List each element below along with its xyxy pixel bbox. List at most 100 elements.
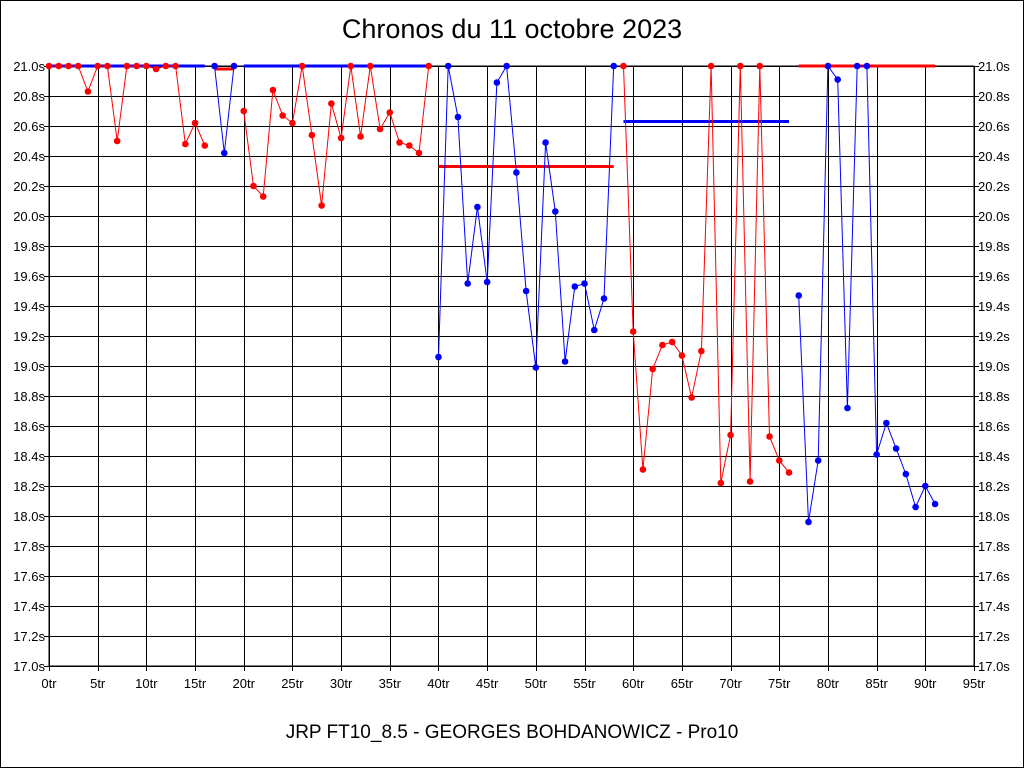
data-point	[688, 394, 695, 401]
series	[45, 62, 939, 526]
data-point	[182, 140, 189, 148]
data-point	[493, 79, 501, 86]
y-tick-label-left: 20.4s	[13, 149, 45, 164]
data-point	[337, 134, 345, 142]
y-tick-label-left: 17.4s	[13, 599, 45, 614]
data-point	[775, 457, 783, 464]
data-point	[259, 193, 267, 200]
y-tick-label-left: 19.8s	[13, 239, 45, 254]
data-point	[269, 86, 277, 94]
data-point	[483, 278, 491, 286]
y-tick-label-right: 17.6s	[978, 569, 1010, 584]
y-tick-label-left: 20.8s	[13, 89, 45, 104]
data-point	[240, 107, 248, 115]
y-tick-label-right: 19.0s	[978, 359, 1010, 374]
y-tick-label-right: 18.6s	[978, 419, 1010, 434]
data-point	[104, 62, 111, 70]
data-point	[639, 466, 647, 473]
data-point	[659, 341, 666, 349]
y-tick-label-left: 17.2s	[13, 629, 45, 644]
data-point	[464, 280, 471, 287]
data-point	[367, 62, 374, 70]
data-point	[201, 142, 209, 149]
data-point	[454, 113, 462, 121]
data-point	[902, 470, 910, 478]
data-point	[737, 62, 744, 70]
data-point	[191, 119, 199, 127]
data-point	[892, 445, 900, 452]
y-tick-label-left: 17.8s	[13, 539, 45, 554]
x-tick-label: 90tr	[914, 676, 937, 691]
data-point	[357, 133, 364, 140]
y-tick-label-right: 17.8s	[978, 539, 1010, 554]
y-tick-label-left: 17.6s	[13, 569, 45, 584]
data-point	[668, 338, 676, 346]
y-tick-labels: 17.0s 17.0s 17.2s 17.2s 17.4s 17.4s 17.6s 17.6s…	[13, 59, 1010, 674]
data-point	[571, 283, 579, 290]
x-tick-label: 75tr	[768, 676, 791, 691]
y-tick-label-left: 20.2s	[13, 179, 45, 194]
x-tick-label: 70tr	[719, 676, 742, 691]
x-tick-label: 10tr	[135, 676, 158, 691]
y-tick-label-right: 19.4s	[978, 299, 1010, 314]
data-point	[678, 352, 686, 359]
data-point	[561, 358, 569, 365]
data-point	[279, 112, 286, 119]
data-point	[727, 431, 734, 439]
grid	[44, 65, 979, 671]
data-point	[172, 62, 179, 70]
x-tick-label: 95tr	[963, 676, 986, 691]
data-point	[474, 203, 481, 211]
series-line-segment	[214, 65, 235, 154]
y-tick-label-right: 17.4s	[978, 599, 1010, 614]
data-point	[814, 457, 822, 464]
x-tick-label: 30tr	[330, 676, 353, 691]
data-point	[143, 62, 150, 70]
data-point	[405, 142, 413, 149]
data-point	[513, 169, 520, 176]
data-point	[94, 62, 101, 70]
x-tick-label: 40tr	[427, 676, 450, 691]
data-point	[863, 62, 871, 70]
data-point	[123, 62, 131, 70]
y-tick-label-right: 19.2s	[978, 329, 1010, 344]
data-point	[610, 62, 618, 70]
data-point	[230, 62, 238, 70]
data-point	[746, 478, 754, 485]
x-tick-label: 35tr	[379, 676, 402, 691]
x-tick-label: 50tr	[525, 676, 548, 691]
data-point	[328, 100, 335, 107]
data-point	[620, 62, 627, 70]
data-point	[649, 365, 656, 373]
data-point	[347, 62, 355, 70]
data-point	[698, 347, 705, 355]
y-tick-label-right: 18.2s	[978, 479, 1010, 494]
x-tick-label: 65tr	[671, 676, 694, 691]
data-point	[152, 65, 160, 73]
y-tick-label-right: 18.0s	[978, 509, 1010, 524]
data-point	[396, 139, 403, 146]
data-point	[386, 109, 394, 116]
y-tick-label-left: 21.0s	[13, 59, 45, 74]
data-point	[289, 119, 296, 127]
x-tick-label: 0tr	[41, 676, 57, 691]
y-tick-label-left: 18.8s	[13, 389, 45, 404]
data-point	[785, 469, 793, 476]
data-point	[45, 62, 53, 70]
data-point	[74, 62, 82, 70]
y-tick-label-right: 17.0s	[978, 659, 1010, 674]
y-tick-label-right: 20.0s	[978, 209, 1010, 224]
data-point	[717, 479, 725, 487]
y-tick-label-right: 20.2s	[978, 179, 1010, 194]
y-tick-label-left: 18.4s	[13, 449, 45, 464]
data-point	[795, 292, 803, 299]
data-point	[590, 326, 598, 334]
data-point	[522, 287, 530, 295]
data-point	[376, 125, 384, 133]
y-tick-label-right: 21.0s	[978, 59, 1010, 74]
data-point	[425, 62, 433, 70]
y-tick-label-right: 17.2s	[978, 629, 1010, 644]
data-point	[435, 353, 442, 361]
data-point	[873, 451, 880, 458]
